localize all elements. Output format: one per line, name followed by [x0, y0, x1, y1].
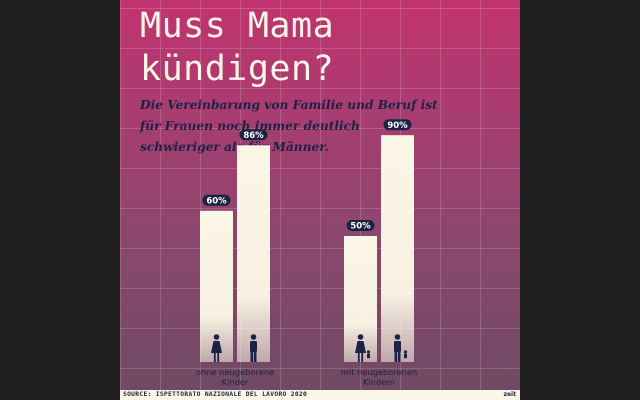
value-badge-1-1	[383, 119, 412, 131]
value-badge-0-1	[239, 129, 268, 141]
source-bar: SOURCE: ISPETTORATO NAZIONALE DEL LAVORO…	[120, 390, 520, 400]
category-label-1-0: mit neugeborenen	[341, 367, 418, 377]
value-badge-1-0	[346, 220, 375, 231]
subtitle: Die Vereinbarung von Familie und Beruf i…	[140, 98, 438, 154]
value-label-1-0: 50%	[350, 222, 371, 232]
infographic-poster: Muss Mama kündigen? Die Vereinbarung von…	[120, 0, 520, 400]
bar-1-1	[381, 135, 414, 362]
category-label-1-1: Kindern	[363, 377, 395, 387]
publisher-logo: zeit	[503, 391, 517, 398]
source-text: SOURCE: ISPETTORATO NAZIONALE DEL LAVORO…	[123, 391, 308, 398]
value-label-0-1: 86%	[243, 131, 264, 141]
bar-0-1	[237, 145, 270, 362]
title-line-1: Muss Mama	[140, 6, 335, 46]
woman-icon	[211, 334, 222, 362]
value-label-0-0: 60%	[206, 196, 227, 206]
background-grid	[120, 0, 520, 390]
value-label-1-1: 90%	[387, 121, 408, 131]
category-label-0-1: Kinder	[222, 377, 249, 387]
title-line-2: kündigen?	[140, 49, 335, 89]
man-with-child-icon	[394, 334, 408, 362]
man-icon	[250, 334, 257, 362]
value-badge-0-0	[202, 194, 231, 206]
category-label-0-0: ohne neugeborene	[196, 367, 274, 377]
woman-with-child-icon	[355, 334, 371, 362]
